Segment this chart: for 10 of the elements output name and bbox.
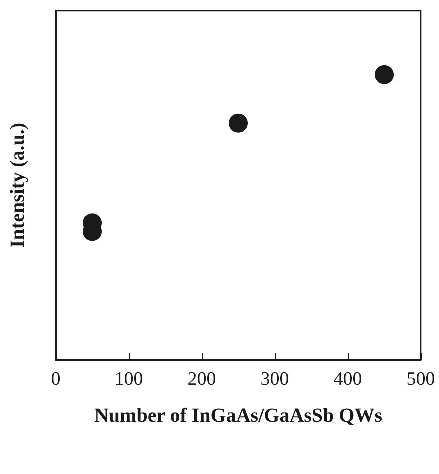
x-tick-label: 0 (51, 369, 61, 390)
point (229, 114, 248, 133)
x-tick-label: 500 (406, 369, 436, 390)
x-tick-label: 300 (260, 369, 290, 390)
x-axis-title: Number of InGaAs/GaAsSb QWs (94, 405, 383, 427)
x-tick-label: 200 (188, 369, 216, 390)
y-axis-title: Intensity (a.u.) (7, 122, 29, 248)
point (375, 65, 394, 84)
x-tick-label: 400 (334, 369, 362, 390)
x-tick-label: 100 (114, 369, 144, 390)
